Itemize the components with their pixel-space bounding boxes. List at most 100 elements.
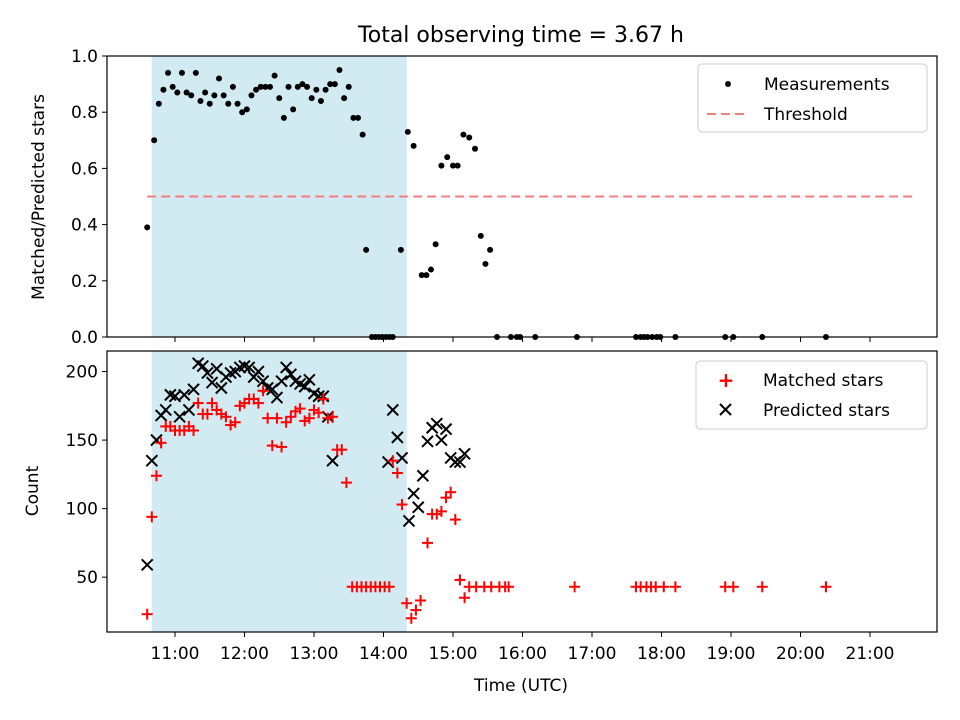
measurement-point	[257, 83, 264, 90]
measurement-point	[248, 92, 255, 99]
bottom-y-ticks: 50 100 150 200	[66, 363, 107, 588]
x-tick-label: 16:00	[498, 644, 547, 664]
predicted-point	[252, 365, 265, 378]
bottom-y-tick-label: 50	[76, 568, 98, 588]
x-tick-label: 11:00	[151, 644, 200, 664]
x-tick-label: 19:00	[707, 644, 756, 664]
measurement-point	[432, 241, 439, 248]
measurement-point	[331, 81, 338, 88]
predicted-point	[416, 469, 430, 482]
measurement-point	[276, 95, 283, 102]
figure-title: Total observing time = 3.67 h	[357, 23, 684, 48]
predicted-point	[439, 422, 453, 436]
matched-point	[201, 408, 213, 420]
matched-point	[327, 411, 339, 423]
matched-point	[422, 537, 434, 549]
measurement-point	[202, 89, 209, 96]
predicted-point	[242, 361, 256, 374]
predicted-point	[196, 359, 210, 373]
measurement-point	[454, 162, 461, 169]
matched-point	[454, 574, 466, 586]
measurement-point	[253, 86, 260, 93]
matched-point	[401, 597, 413, 609]
matched-point	[410, 604, 422, 616]
bottom-y-tick-label: 100	[66, 500, 98, 520]
top-x-ticks	[174, 337, 871, 342]
measurement-point	[472, 145, 479, 152]
x-axis-label: Time (UTC)	[473, 676, 568, 696]
predicted-point	[453, 455, 467, 469]
matched-point	[449, 514, 461, 526]
x-tick-label: 17:00	[568, 644, 617, 664]
measurement-point	[188, 92, 195, 99]
matched-point	[317, 393, 329, 405]
matched-point	[383, 581, 395, 593]
x-tick-label: 21:00	[846, 644, 895, 664]
measurement-point	[466, 134, 473, 141]
measurement-point	[350, 114, 357, 121]
bottom-y-tick-label: 200	[66, 363, 98, 383]
matched-point	[435, 505, 447, 517]
matched-point	[252, 397, 264, 409]
matched-point	[192, 397, 204, 409]
predicted-point	[270, 391, 284, 404]
matched-point	[266, 440, 278, 452]
measurement-point	[317, 97, 324, 104]
measurement-point	[450, 162, 456, 169]
predicted-legend-marker	[719, 403, 732, 416]
predicted-point	[201, 366, 214, 380]
top-y-tick-label: 0.2	[71, 272, 98, 292]
x-tick-label: 20:00	[776, 644, 825, 664]
measurement-point	[418, 272, 425, 279]
matched-point	[276, 441, 288, 453]
x-tick-label: 13:00	[290, 644, 339, 664]
predicted-point	[140, 558, 154, 572]
measurement-point	[290, 106, 297, 113]
measurement-point	[234, 100, 241, 107]
top-y-tick-label: 0.6	[71, 159, 98, 179]
predicted-point	[402, 514, 416, 528]
top-panel: 0.0 0.2 0.4 0.6 0.8 1.0 Matched/Predicted sta…	[29, 47, 938, 348]
measurement-point	[239, 109, 246, 116]
bottom-legend: + Matched stars Predicted stars	[695, 360, 928, 430]
x-tick-label: 12:00	[220, 644, 269, 664]
measurement-point	[178, 69, 185, 76]
predicted-point	[178, 388, 191, 402]
measurement-point	[313, 86, 320, 93]
measurement-point	[229, 83, 236, 90]
matched-point	[569, 581, 581, 593]
predicted-point	[173, 410, 186, 424]
matched-point	[415, 594, 427, 606]
predicted-point	[298, 380, 311, 393]
measurement-point	[266, 83, 273, 90]
predicted-point	[215, 381, 228, 395]
measurement-point	[410, 142, 417, 149]
measurement-point	[294, 83, 301, 90]
matched-point	[391, 467, 403, 479]
predicted-point	[326, 454, 339, 467]
matched-point	[503, 581, 515, 593]
predicted-point	[303, 373, 316, 386]
measurements-legend-label: Measurements	[764, 75, 890, 95]
top-legend-box	[697, 63, 928, 133]
measurement-point	[206, 100, 213, 107]
measurement-point	[487, 246, 494, 253]
predicted-point	[159, 403, 172, 417]
measurement-point	[174, 89, 181, 96]
matched-legend-label: Matched stars	[763, 371, 883, 391]
predicted-point	[435, 433, 448, 447]
predicted-point	[458, 447, 471, 461]
predicted-point	[279, 361, 293, 374]
threshold-legend-label: Threshold	[763, 105, 848, 125]
measurement-point	[160, 86, 167, 93]
x-tick-label: 14:00	[359, 644, 408, 664]
measurement-point	[192, 69, 199, 76]
measurement-point	[144, 224, 151, 231]
measurement-point	[169, 83, 176, 90]
measurement-point	[423, 272, 430, 279]
predicted-point	[421, 435, 434, 448]
measurement-points	[144, 67, 829, 340]
measurement-point	[183, 89, 190, 96]
matched-point	[727, 581, 739, 593]
